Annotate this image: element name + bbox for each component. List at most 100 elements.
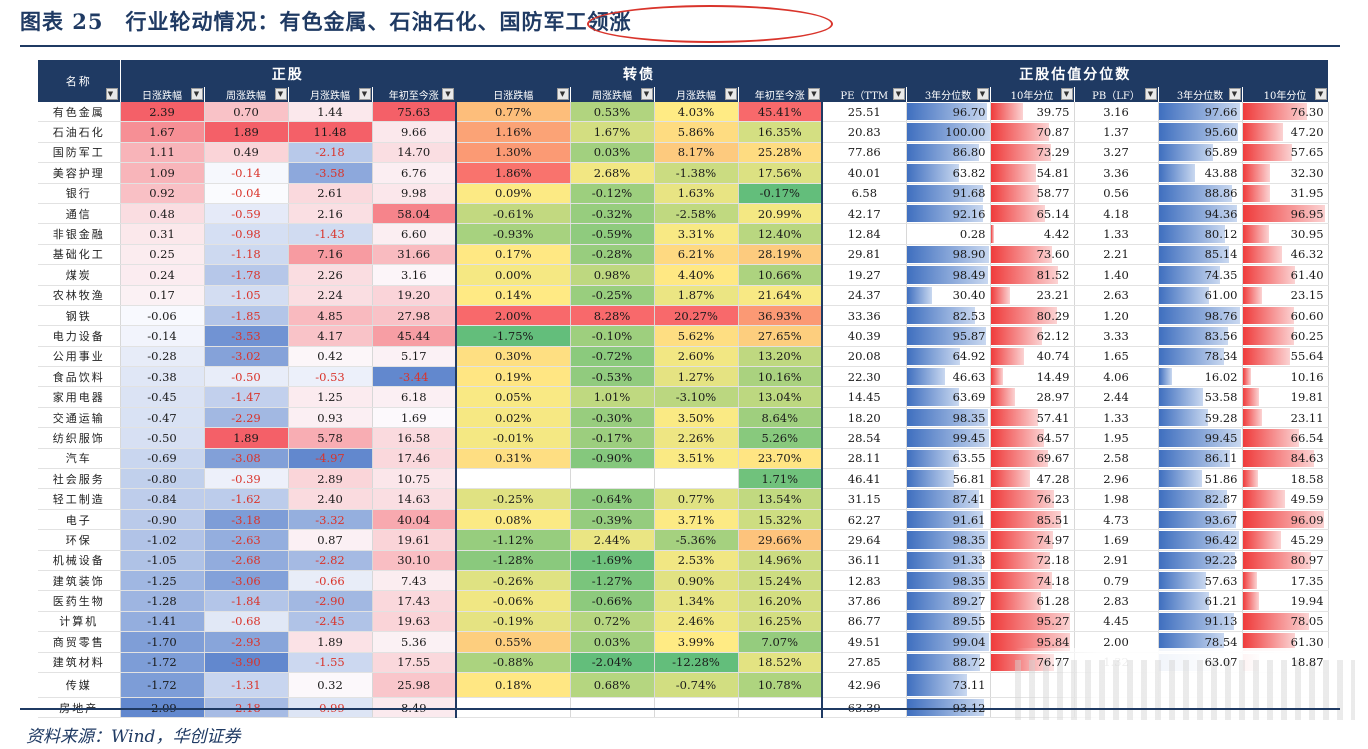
- percentile-bar: [1242, 245, 1282, 264]
- filter-dropdown-icon[interactable]: ▼: [556, 88, 569, 100]
- percentile-bar: [906, 470, 954, 488]
- stock-change-cell: -0.50: [120, 427, 205, 449]
- stock-change-cell: -2.90: [288, 590, 373, 612]
- percentile-bar-cell: 82.53: [906, 305, 991, 327]
- valuation-cell: 2.96: [1074, 468, 1159, 490]
- convertible-change-cell: 13.04%: [738, 386, 823, 408]
- percentile-value: 76.30: [1290, 104, 1324, 119]
- convertible-change-cell: 2.53%: [654, 550, 739, 571]
- percentile-value: 23.21: [1036, 288, 1070, 303]
- column-header-label: 10年分位: [1263, 91, 1307, 102]
- valuation-cell: 6.58: [822, 183, 907, 204]
- percentile-bar-cell: 86.11: [1158, 448, 1243, 470]
- convertible-change-cell: -0.74%: [654, 672, 739, 698]
- percentile-bar-cell: 30.95: [1242, 223, 1329, 245]
- stock-change-cell: 6.76: [372, 162, 457, 184]
- percentile-bar-cell: 72.18: [990, 550, 1075, 571]
- percentile-value: 97.66: [1204, 104, 1238, 119]
- column-header-2[interactable]: 月涨跌幅 ▼: [288, 87, 373, 102]
- filter-dropdown-icon[interactable]: ▼: [808, 88, 820, 100]
- column-header-9[interactable]: 3年分位数 ▼: [906, 87, 991, 102]
- stock-change-cell: -2.68: [204, 550, 289, 571]
- column-header-3[interactable]: 年初至今涨 ▼: [372, 87, 457, 102]
- filter-dropdown-icon[interactable]: ▼: [442, 88, 454, 100]
- percentile-value: 49.59: [1290, 492, 1324, 507]
- percentile-value: 76.77: [1036, 655, 1070, 670]
- table-row: 非银金融 0.31 -0.98 -1.43 6.60 -0.93% -0.59% 3.31% 1…: [38, 223, 1329, 245]
- convertible-change-cell: 2.26%: [654, 427, 739, 449]
- convertible-change-cell: -0.88%: [456, 652, 571, 673]
- column-header-11[interactable]: PB（LF） ▼: [1074, 87, 1159, 102]
- watermark-stripes: [1015, 660, 1355, 720]
- convertible-change-cell: 20.27%: [654, 305, 739, 327]
- stock-change-cell: 9.98: [372, 183, 457, 204]
- column-header-13[interactable]: 10年分位 ▼: [1242, 87, 1329, 102]
- column-header-8[interactable]: PE（TTM ▼: [822, 87, 907, 102]
- stock-change-cell: 1.69: [372, 407, 457, 429]
- filter-dropdown-icon[interactable]: ▼: [724, 88, 737, 100]
- stock-change-cell: 2.16: [288, 203, 373, 225]
- filter-dropdown-icon[interactable]: ▼: [274, 88, 287, 100]
- stock-change-cell: -0.66: [288, 570, 373, 592]
- filter-dropdown-icon[interactable]: ▼: [640, 88, 653, 100]
- column-header-10[interactable]: 10年分位 ▼: [990, 87, 1075, 102]
- percentile-bar-cell: 4.42: [990, 223, 1075, 245]
- filter-dropdown-icon[interactable]: ▼: [1144, 88, 1157, 100]
- stock-change-cell: -0.38: [120, 366, 205, 388]
- percentile-value: 31.95: [1290, 186, 1324, 201]
- valuation-cell: 36.11: [822, 550, 907, 571]
- percentile-bar-cell: 91.13: [1158, 611, 1243, 633]
- percentile-value: 65.14: [1036, 206, 1070, 221]
- filter-dropdown-icon[interactable]: ▼: [892, 88, 905, 100]
- percentile-value: 95.84: [1036, 634, 1070, 649]
- filter-dropdown-icon[interactable]: ▼: [1314, 88, 1327, 100]
- stock-change-cell: -2.45: [288, 611, 373, 633]
- column-header-5[interactable]: 周涨跌幅 ▼: [570, 87, 655, 102]
- group-header-stock: 正股: [120, 60, 457, 87]
- filter-dropdown-icon[interactable]: ▼: [105, 88, 118, 100]
- convertible-change-cell: -0.30%: [570, 407, 655, 429]
- column-header-7[interactable]: 年初至今涨 ▼: [738, 87, 823, 102]
- industry-name: 基础化工: [38, 244, 121, 266]
- percentile-value: 86.80: [952, 145, 986, 160]
- percentile-bar-cell: 46.32: [1242, 244, 1329, 266]
- convertible-change-cell: -0.93%: [456, 223, 571, 245]
- percentile-value: 86.11: [1204, 451, 1238, 466]
- percentile-bar-cell: 57.65: [1242, 142, 1329, 164]
- filter-dropdown-icon[interactable]: ▼: [1060, 88, 1073, 100]
- convertible-change-cell: -0.28%: [570, 244, 655, 266]
- filter-dropdown-icon[interactable]: ▼: [976, 88, 989, 100]
- convertible-change-cell: 45.41%: [738, 102, 823, 123]
- stock-change-cell: -1.72: [120, 652, 205, 673]
- column-header-12[interactable]: 3年分位数 ▼: [1158, 87, 1243, 102]
- stock-change-cell: -0.39: [204, 468, 289, 490]
- valuation-cell: 14.45: [822, 386, 907, 408]
- convertible-change-cell: 20.99%: [738, 203, 823, 225]
- stock-change-cell: 1.67: [120, 121, 205, 143]
- column-header-0[interactable]: 日涨跌幅 ▼: [120, 87, 205, 102]
- name-column-header[interactable]: 名称 ▼: [38, 60, 121, 102]
- convertible-change-cell: 2.00%: [456, 305, 571, 327]
- column-header-6[interactable]: 月涨跌幅 ▼: [654, 87, 739, 102]
- percentile-bar: [906, 327, 987, 345]
- valuation-cell: 77.86: [822, 142, 907, 164]
- stock-change-cell: -0.99: [288, 697, 373, 719]
- column-header-1[interactable]: 周涨跌幅 ▼: [204, 87, 289, 102]
- stock-change-cell: 2.40: [288, 488, 373, 510]
- column-header-4[interactable]: 日涨跌幅 ▼: [456, 87, 571, 102]
- convertible-change-cell: 16.25%: [738, 611, 823, 633]
- filter-dropdown-icon[interactable]: ▼: [1228, 88, 1241, 100]
- percentile-value: 82.53: [952, 308, 986, 323]
- filter-dropdown-icon[interactable]: ▼: [358, 88, 371, 100]
- percentile-bar: [1158, 592, 1210, 610]
- percentile-bar-cell: 96.70: [906, 102, 991, 123]
- stock-change-cell: 4.85: [288, 305, 373, 327]
- valuation-cell: 40.39: [822, 325, 907, 347]
- valuation-cell: 3.36: [1074, 162, 1159, 184]
- percentile-value: 14.49: [1036, 369, 1070, 384]
- percentile-bar: [1242, 449, 1315, 468]
- filter-dropdown-icon[interactable]: ▼: [190, 88, 203, 100]
- industry-name: 有色金属: [38, 102, 121, 123]
- percentile-bar: [1242, 306, 1295, 325]
- percentile-bar-cell: 74.35: [1158, 264, 1243, 286]
